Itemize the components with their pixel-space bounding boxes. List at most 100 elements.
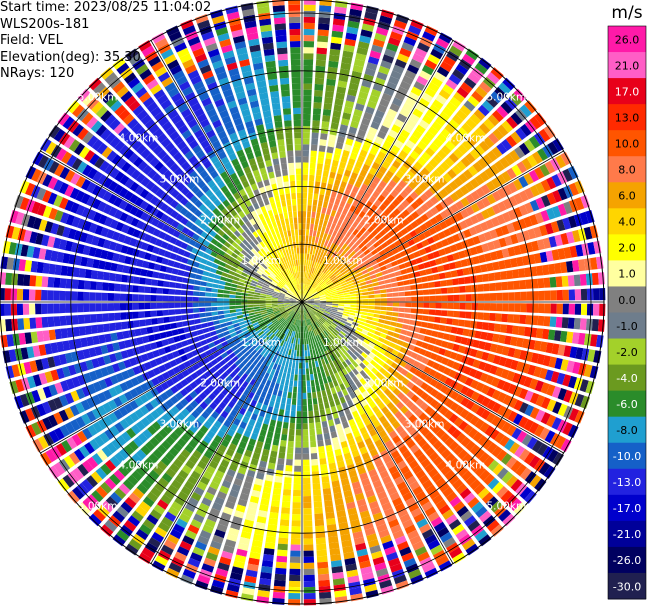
range-gate (460, 156, 471, 168)
range-gate (375, 341, 383, 347)
range-gate (310, 374, 314, 381)
range-gate (272, 375, 278, 383)
range-gate (357, 324, 365, 329)
range-gate (389, 563, 403, 573)
range-gate (341, 56, 353, 65)
range-gate (243, 519, 254, 528)
range-gate (264, 480, 273, 488)
range-gate (134, 408, 145, 419)
range-gate (341, 402, 349, 410)
range-gate (187, 557, 201, 568)
range-gate (71, 315, 79, 325)
range-gate (424, 534, 438, 545)
range-gate (338, 521, 349, 530)
range-gate (23, 229, 32, 243)
range-gate (283, 385, 289, 392)
range-gate (376, 245, 384, 252)
range-gate (392, 97, 403, 107)
range-gate (537, 278, 545, 289)
range-gate (382, 455, 393, 464)
range-gate (539, 341, 548, 353)
range-gate (306, 380, 311, 387)
range-gate (390, 277, 397, 283)
range-gate (303, 290, 306, 297)
range-gate (311, 290, 317, 295)
range-gate (474, 265, 482, 274)
range-gate (360, 285, 368, 289)
range-gate (164, 511, 177, 522)
range-gate (120, 501, 133, 514)
range-gate (314, 329, 319, 336)
range-gate (168, 295, 175, 302)
range-gate (205, 362, 214, 370)
range-gate (286, 398, 292, 405)
range-gate (419, 328, 427, 335)
range-gate (192, 302, 199, 308)
range-gate (470, 320, 477, 329)
range-gate (317, 334, 322, 341)
range-gate (109, 272, 116, 282)
range-gate (308, 254, 312, 261)
range-gate (271, 318, 278, 324)
range-gate (302, 429, 309, 436)
range-gate (383, 339, 391, 346)
range-gate (70, 202, 80, 214)
range-gate (291, 526, 301, 533)
range-gate (432, 345, 441, 354)
range-gate (260, 293, 267, 297)
range-gate (50, 250, 59, 262)
range-gate (319, 365, 325, 373)
range-gate (426, 359, 435, 368)
range-gate (471, 501, 484, 514)
range-gate (149, 342, 158, 350)
range-gate (374, 302, 381, 306)
range-gate (501, 313, 508, 323)
range-gate (431, 472, 443, 483)
range-gate (67, 490, 80, 504)
range-gate (267, 289, 274, 293)
range-gate (256, 472, 265, 480)
range-gate (47, 303, 54, 314)
range-gate (128, 492, 141, 504)
range-gate (236, 446, 245, 455)
range-gate (398, 263, 406, 270)
range-gate (352, 166, 361, 175)
range-gate (72, 486, 85, 500)
range-gate (302, 259, 304, 266)
range-gate (310, 324, 315, 331)
range-gate (415, 242, 424, 250)
range-gate (217, 392, 225, 401)
range-gate (297, 392, 302, 400)
range-gate (398, 307, 405, 313)
range-gate (172, 246, 180, 254)
range-gate (475, 406, 486, 417)
range-gate (441, 357, 449, 366)
range-gate (176, 453, 187, 464)
range-gate (134, 267, 142, 276)
range-gate (345, 32, 358, 41)
range-gate (328, 333, 335, 340)
range-gate (10, 288, 18, 301)
range-gate (82, 348, 91, 359)
range-gate (323, 267, 329, 274)
range-gate (497, 187, 507, 199)
range-gate (319, 305, 326, 307)
range-gate (359, 377, 367, 386)
range-gate (368, 328, 376, 334)
range-gate (303, 556, 315, 563)
range-gate (260, 349, 266, 356)
range-gate (381, 269, 389, 276)
range-gate (313, 275, 317, 281)
range-gate (390, 362, 399, 370)
range-gate (312, 398, 318, 405)
range-gate (194, 341, 202, 349)
range-gate (75, 204, 86, 216)
range-gate (305, 272, 309, 279)
range-gate (77, 374, 87, 386)
range-gate (316, 312, 323, 317)
range-gate (244, 575, 257, 584)
range-gate (181, 283, 188, 290)
range-gate (279, 519, 290, 527)
range-gate (243, 388, 250, 397)
range-gate (458, 345, 466, 354)
